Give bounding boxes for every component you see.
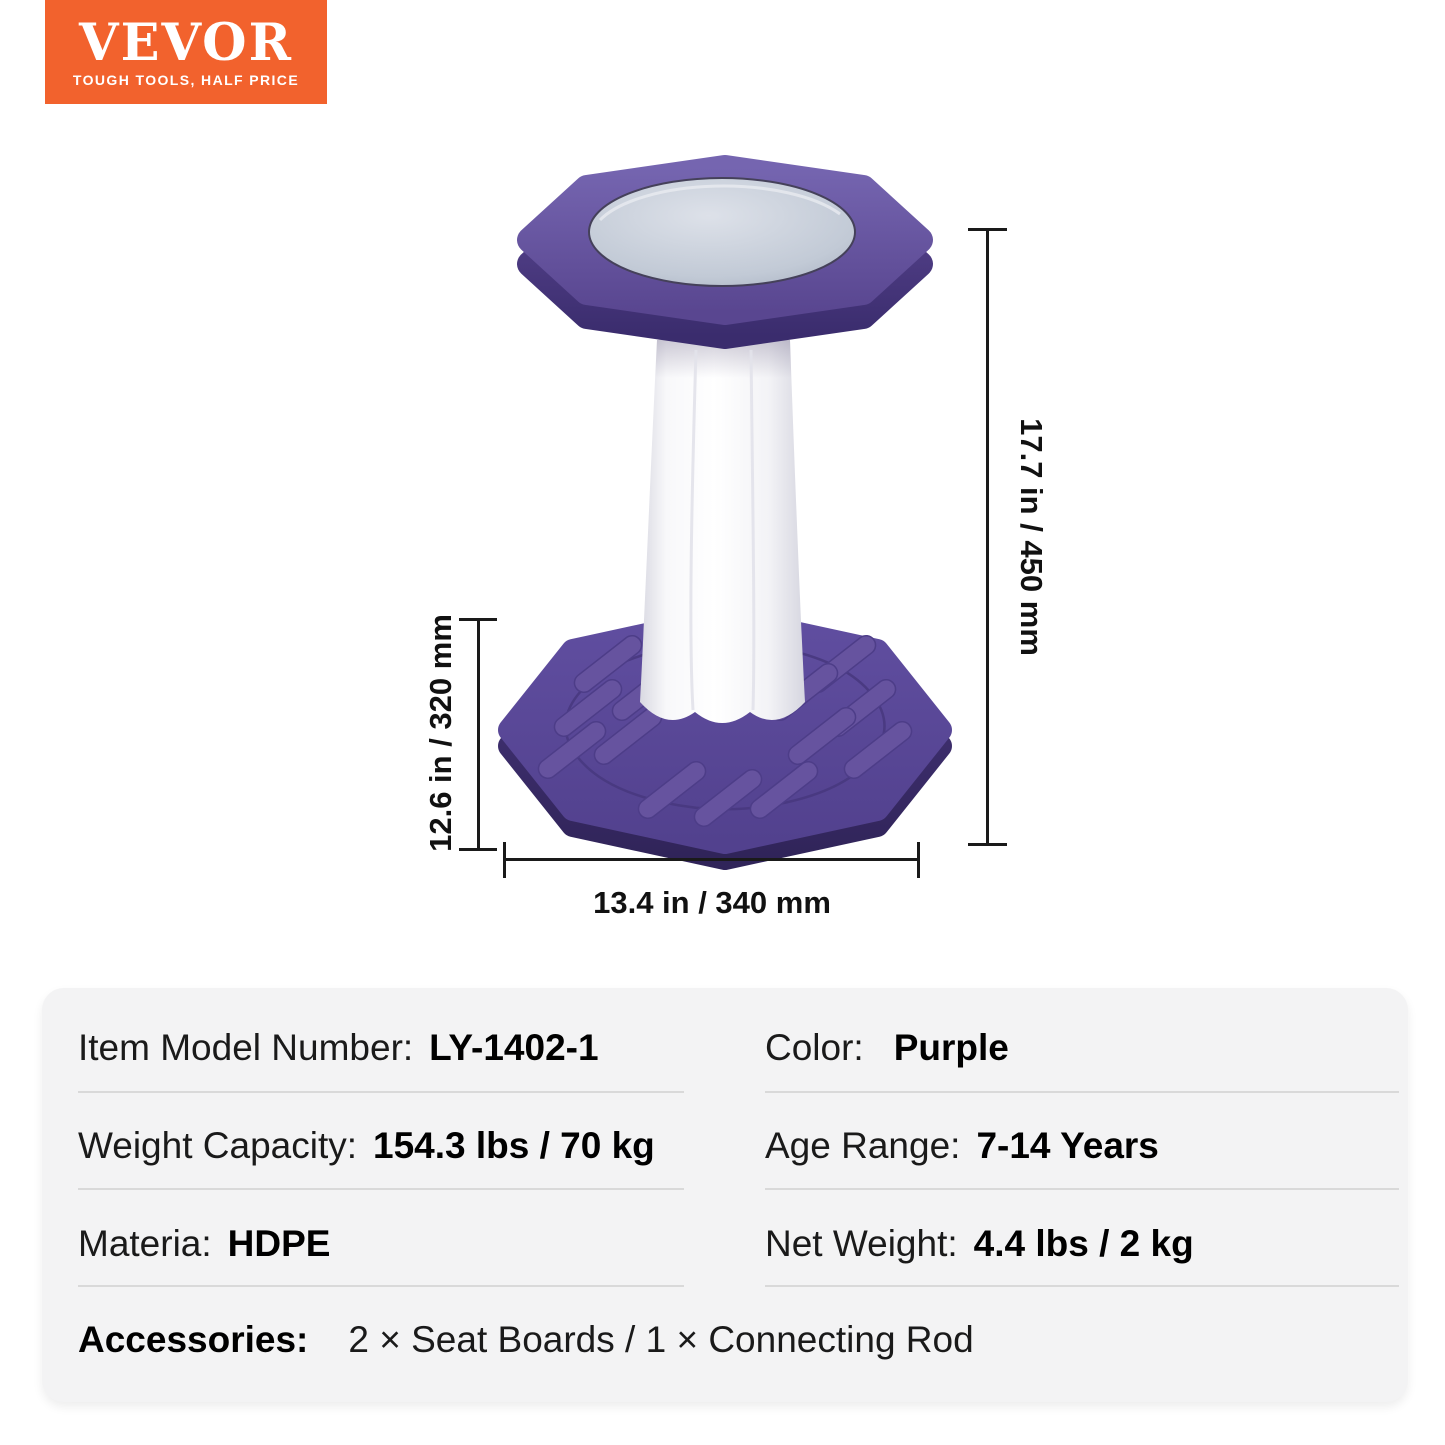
- dimension-label-base-width: 13.4 in / 340 mm: [593, 885, 831, 920]
- dimension-label-base-height: 12.6 in / 320 mm: [423, 614, 458, 852]
- vevor-logo: VEVOR TOUGH TOOLS, HALF PRICE: [45, 0, 327, 104]
- dimension-line-horizontal: [504, 858, 920, 861]
- spec-label: Age Range:: [765, 1125, 961, 1166]
- spec-value: 4.4 lbs / 2 kg: [973, 1223, 1194, 1264]
- spec-value: 7-14 Years: [976, 1125, 1159, 1166]
- spec-age-range: Age Range: 7-14 Years: [765, 1123, 1159, 1169]
- spec-weight-capacity: Weight Capacity: 154.3 lbs / 70 kg: [78, 1123, 655, 1169]
- spec-value: HDPE: [227, 1223, 331, 1264]
- spec-label: Net Weight:: [765, 1223, 958, 1264]
- spec-label: Item Model Number:: [78, 1027, 414, 1068]
- spec-value: LY-1402-1: [429, 1027, 599, 1068]
- dimension-tick: [459, 618, 497, 621]
- dimension-tick: [968, 843, 1007, 846]
- divider: [78, 1091, 684, 1093]
- spec-color: Color: Purple: [765, 1025, 1009, 1071]
- dimension-tick: [968, 228, 1007, 231]
- dimension-tick: [459, 848, 497, 851]
- spec-label: Materia:: [78, 1223, 212, 1264]
- wobble-stool-image: [498, 155, 952, 870]
- seat-board: [588, 177, 856, 287]
- spec-label: Accessories:: [78, 1319, 309, 1360]
- dimension-tick: [503, 842, 506, 878]
- dimension-line-vertical: [477, 619, 480, 850]
- dimension-tick: [917, 842, 920, 878]
- divider: [78, 1188, 684, 1190]
- spec-label: Weight Capacity:: [78, 1125, 357, 1166]
- base-grip-ribs: [537, 634, 913, 828]
- stool-seat: [517, 155, 933, 349]
- divider: [78, 1285, 684, 1287]
- divider: [765, 1285, 1399, 1287]
- spec-value: 2 × Seat Boards / 1 × Connecting Rod: [348, 1319, 974, 1360]
- stool-column: [640, 336, 805, 723]
- dimension-line-vertical: [986, 229, 989, 845]
- spec-panel: Item Model Number: LY-1402-1 Color: Purple…: [42, 988, 1408, 1402]
- spec-accessories: Accessories: 2 × Seat Boards / 1 × Connec…: [78, 1317, 974, 1363]
- stool-base: [498, 606, 952, 870]
- spec-label: Color:: [765, 1027, 864, 1068]
- dimension-label-total-height: 17.7 in / 450 mm: [1014, 418, 1049, 656]
- divider: [765, 1091, 1399, 1093]
- spec-item-model-number: Item Model Number: LY-1402-1: [78, 1025, 599, 1071]
- divider: [765, 1188, 1399, 1190]
- spec-value: Purple: [893, 1027, 1009, 1068]
- spec-value: 154.3 lbs / 70 kg: [373, 1125, 655, 1166]
- vevor-logo-tagline: TOUGH TOOLS, HALF PRICE: [72, 71, 300, 88]
- spec-net-weight: Net Weight: 4.4 lbs / 2 kg: [765, 1221, 1194, 1267]
- spec-material: Materia: HDPE: [78, 1221, 330, 1267]
- vevor-logo-wordmark: VEVOR: [79, 12, 293, 73]
